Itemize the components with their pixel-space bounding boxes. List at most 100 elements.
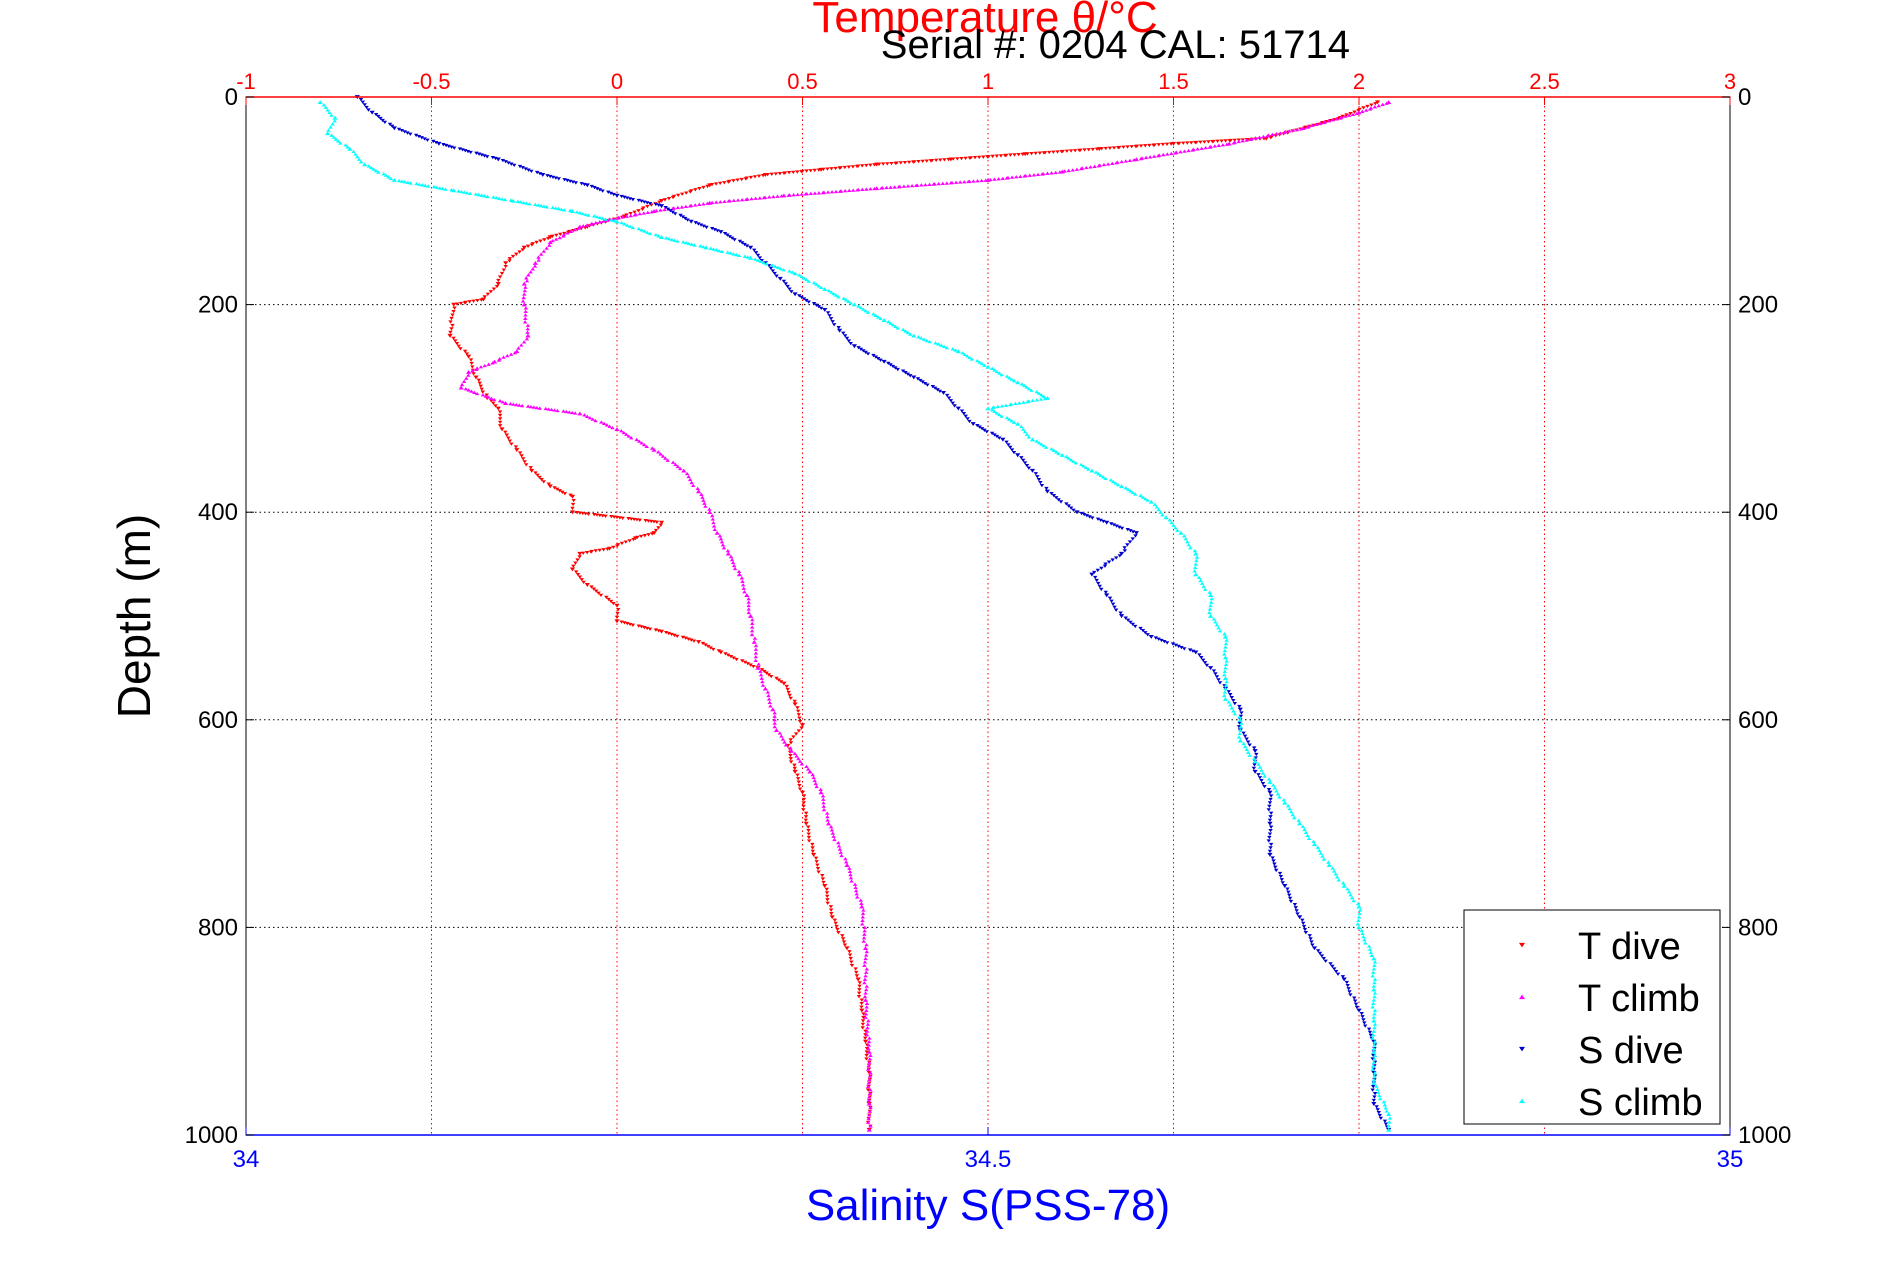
legend-label: S dive [1578, 1030, 1684, 1072]
data-point [657, 200, 662, 204]
data-point [1110, 161, 1115, 165]
data-point [1381, 1100, 1387, 1104]
data-point [849, 960, 854, 964]
data-point [801, 276, 807, 280]
data-point [1186, 543, 1191, 547]
data-point [1125, 487, 1131, 491]
data-point [1376, 1110, 1381, 1115]
data-point [568, 229, 574, 233]
data-point [701, 224, 706, 228]
data-point [666, 197, 672, 201]
data-point [717, 181, 723, 186]
data-point [497, 417, 503, 421]
data-point [522, 292, 527, 296]
data-point [325, 108, 330, 112]
data-point [1371, 1102, 1377, 1106]
data-point [1109, 599, 1114, 603]
data-point [1372, 105, 1378, 109]
data-point [1151, 154, 1157, 158]
data-point [571, 564, 576, 568]
data-point [420, 183, 425, 187]
data-point [825, 901, 830, 905]
data-point [888, 185, 893, 189]
data-point [831, 834, 836, 838]
data-point [1348, 993, 1353, 997]
data-point [816, 168, 821, 172]
data-point [779, 734, 784, 738]
data-point [846, 299, 851, 304]
data-point [1143, 155, 1149, 160]
data-point [580, 224, 586, 228]
data-point [632, 536, 639, 541]
data-point [1336, 878, 1341, 882]
data-point [697, 187, 702, 191]
legend-marker [1519, 994, 1525, 1000]
data-point [569, 567, 576, 572]
data-point [1372, 1043, 1377, 1047]
data-point [549, 407, 554, 412]
data-point [451, 336, 456, 341]
data-point [1031, 173, 1037, 177]
data-point [1344, 113, 1349, 117]
data-point [810, 849, 816, 854]
data-point [924, 338, 930, 343]
data-point [1193, 650, 1199, 655]
data-point [865, 1088, 871, 1092]
data-point [416, 134, 422, 139]
data-point [740, 659, 745, 663]
data-point [801, 804, 806, 809]
data-point [1200, 658, 1206, 662]
data-point [452, 306, 457, 310]
data-point [1237, 704, 1242, 709]
data-point [475, 299, 480, 303]
data-point [1370, 974, 1375, 978]
data-point [856, 346, 861, 350]
data-point [1089, 468, 1095, 473]
data-point [744, 593, 750, 598]
data-point [1051, 494, 1057, 498]
data-point [1181, 141, 1186, 145]
data-point [944, 345, 950, 350]
data-point [795, 777, 801, 781]
data-point [1178, 530, 1184, 535]
data-point [1019, 382, 1025, 386]
data-point [669, 632, 674, 637]
data-point [786, 193, 791, 197]
data-point [495, 406, 501, 411]
data-point [1009, 419, 1014, 423]
data-point [670, 195, 676, 200]
data-point [1223, 139, 1228, 143]
data-point [944, 393, 950, 398]
data-point [1328, 962, 1333, 966]
data-point [955, 157, 960, 161]
data-point [492, 397, 497, 402]
data-point [396, 178, 402, 183]
data-point [615, 611, 620, 616]
data-point [625, 223, 630, 227]
data-point [792, 766, 797, 771]
data-point [1123, 486, 1128, 490]
data-point [1000, 176, 1005, 180]
data-point [611, 217, 616, 221]
data-point [457, 147, 463, 151]
data-point [747, 245, 754, 250]
data-point [496, 358, 502, 362]
data-point [837, 328, 843, 333]
data-point [1303, 830, 1309, 835]
data-point [525, 404, 531, 408]
data-point [408, 181, 413, 185]
data-point [933, 341, 938, 345]
data-point [700, 495, 705, 499]
data-point [1163, 515, 1169, 520]
data-point [863, 1012, 869, 1016]
data-point [509, 162, 514, 166]
data-point [535, 203, 541, 207]
data-point [373, 112, 379, 117]
data-point [575, 572, 581, 577]
data-point [875, 357, 881, 361]
data-point [1008, 445, 1013, 450]
data-point [863, 970, 869, 974]
data-point [886, 361, 891, 366]
data-point [425, 184, 431, 188]
data-point [997, 371, 1002, 375]
